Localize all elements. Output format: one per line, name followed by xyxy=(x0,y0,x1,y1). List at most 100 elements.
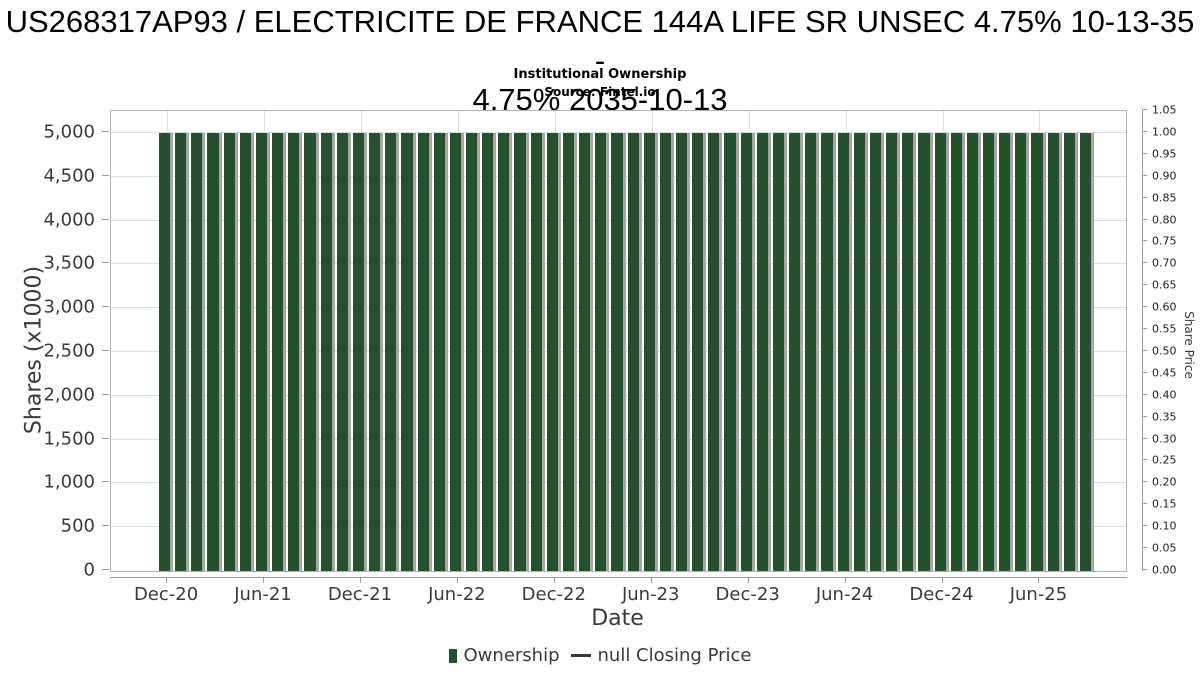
right-y-tick-label: 0.50 xyxy=(1152,344,1177,358)
right-y-tick-mark xyxy=(1142,109,1147,110)
right-y-tick-mark xyxy=(1142,328,1147,330)
left-y-tick-label: 3,000 xyxy=(43,296,95,318)
left-y-tick-label: 500 xyxy=(60,515,95,537)
ownership-bar xyxy=(724,132,739,571)
ownership-bar xyxy=(401,132,416,571)
x-tick-label: Dec-22 xyxy=(521,584,586,605)
gridline-horizontal xyxy=(111,131,1126,133)
right-y-tick-label: 0.95 xyxy=(1152,147,1177,161)
ownership-bar xyxy=(207,132,222,571)
ownership-bar xyxy=(918,132,933,571)
left-y-tick-mark xyxy=(102,481,109,483)
ownership-bar xyxy=(159,132,174,571)
ownership-bar xyxy=(288,132,303,571)
right-y-tick-mark xyxy=(1142,240,1147,242)
x-tick-label: Jun-24 xyxy=(815,584,874,605)
chart-title-line1: US268317AP93 / ELECTRICITE DE FRANCE 144… xyxy=(5,4,1195,78)
ownership-bar xyxy=(886,132,901,571)
x-tick-label: Dec-21 xyxy=(327,584,393,605)
right-y-tick-mark xyxy=(1142,196,1147,198)
right-y-tick-mark xyxy=(1142,306,1147,308)
ownership-bar xyxy=(789,132,804,571)
right-y-tick-label: 0.75 xyxy=(1152,234,1177,248)
x-tick-label: Jun-25 xyxy=(1009,584,1068,605)
left-y-tick-label: 5,000 xyxy=(43,121,95,143)
ownership-bar xyxy=(1079,132,1095,571)
ownership-bar xyxy=(320,132,335,571)
ownership-bar xyxy=(223,132,238,571)
left-y-tick-label: 1,500 xyxy=(43,428,95,450)
legend-label-ownership: Ownership xyxy=(463,645,560,666)
chart-subtitle: Institutional Ownership xyxy=(513,67,687,82)
x-tick-label: Jun-23 xyxy=(621,584,680,605)
left-y-tick-label: 0 xyxy=(83,559,95,581)
x-tick-label: Jun-22 xyxy=(428,584,486,605)
plot-area xyxy=(110,110,1127,572)
ownership-bar xyxy=(498,132,513,571)
left-y-tick-mark xyxy=(102,349,109,351)
right-y-axis-spine xyxy=(1142,110,1143,571)
right-y-tick-label: 0.60 xyxy=(1152,300,1177,314)
ownership-bar xyxy=(255,132,271,571)
left-y-tick-label: 1,000 xyxy=(43,471,95,493)
right-y-tick-mark xyxy=(1142,547,1147,549)
ownership-bar xyxy=(740,132,755,571)
ownership-bar xyxy=(433,132,448,571)
right-y-tick-label: 0.55 xyxy=(1152,322,1177,336)
right-y-tick-mark xyxy=(1142,152,1147,154)
left-y-tick-mark xyxy=(102,130,109,132)
legend-label-closing-price: null Closing Price xyxy=(597,645,752,666)
ownership-bar xyxy=(239,132,254,571)
left-y-tick-label: 2,000 xyxy=(43,384,95,406)
ownership-bar-swatch-icon xyxy=(448,648,457,663)
ownership-bar xyxy=(805,132,820,571)
chart-source: Source: Fintel.io xyxy=(544,85,656,99)
ownership-bar xyxy=(449,132,464,571)
left-y-tick-mark xyxy=(102,262,109,264)
ownership-bar xyxy=(1047,132,1062,571)
ownership-bar xyxy=(465,132,481,571)
right-y-tick-label: 0.20 xyxy=(1152,475,1177,489)
ownership-bar xyxy=(902,132,917,571)
ownership-bar xyxy=(772,132,788,571)
right-y-tick-mark xyxy=(1142,262,1147,264)
left-y-axis-title: Shares (x1000) xyxy=(21,265,47,435)
ownership-bar xyxy=(546,132,561,571)
right-y-tick-label: 1.05 xyxy=(1152,103,1177,117)
ownership-bar xyxy=(627,132,642,571)
right-y-tick-label: 0.15 xyxy=(1152,497,1177,511)
right-y-tick-label: 0.85 xyxy=(1152,191,1177,205)
ownership-bar xyxy=(352,132,368,571)
ownership-bar xyxy=(191,132,206,571)
right-y-tick-mark xyxy=(1142,218,1147,220)
ownership-bar xyxy=(417,132,432,571)
right-y-tick-label: 1.00 xyxy=(1152,125,1177,139)
ownership-bar xyxy=(385,132,400,571)
ownership-bar xyxy=(1031,132,1046,571)
bar-series-ownership xyxy=(159,111,1096,571)
ownership-bar xyxy=(579,132,594,571)
right-y-axis: 0.00 0.05 0.10 0.15 0.20 0.25 0.30 0.35 0.40 0.45… xyxy=(1142,104,1198,577)
ownership-bar xyxy=(982,132,998,571)
left-y-tick-mark xyxy=(102,525,109,527)
ownership-bar xyxy=(837,132,852,571)
right-y-tick-label: 0.90 xyxy=(1152,169,1177,183)
left-y-tick-mark xyxy=(102,218,109,220)
ownership-bar xyxy=(659,132,674,571)
ownership-bar xyxy=(1015,132,1030,571)
right-y-tick-mark xyxy=(1142,130,1147,132)
right-y-tick-label: 0.10 xyxy=(1152,519,1177,533)
closing-price-line-swatch-icon xyxy=(570,654,591,657)
ownership-bar xyxy=(708,132,723,571)
right-y-tick-mark xyxy=(1142,503,1147,505)
ownership-bar xyxy=(595,132,610,571)
ownership-bar xyxy=(482,132,497,571)
chart-title: US268317AP93 / ELECTRICITE DE FRANCE 144… xyxy=(0,2,1200,119)
x-tick-label: Dec-20 xyxy=(133,584,199,605)
right-y-tick-mark xyxy=(1142,349,1147,351)
ownership-bar xyxy=(692,132,707,571)
right-y-tick-mark xyxy=(1142,481,1147,483)
ownership-bar xyxy=(966,132,981,571)
right-y-tick-mark xyxy=(1142,569,1147,570)
